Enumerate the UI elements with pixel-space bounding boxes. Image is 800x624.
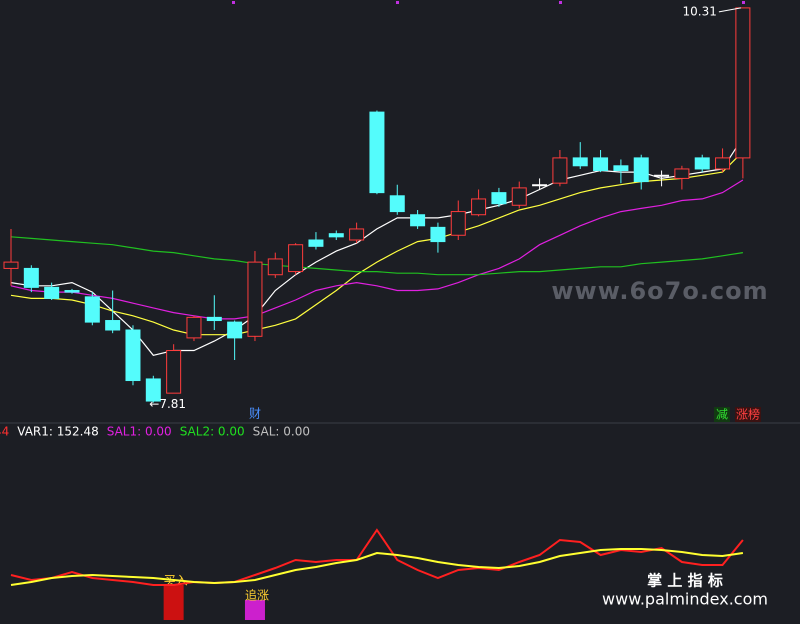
legend-entry: SAL2: 0.00 <box>180 425 245 439</box>
finance-mark: 财 <box>249 407 261 421</box>
signal-bar <box>244 600 265 620</box>
high-pointer <box>718 7 741 13</box>
candle-body <box>715 157 731 170</box>
indicator-line <box>10 548 744 586</box>
candle-body <box>532 184 548 187</box>
limit-up-mark: 涨榜 <box>736 407 760 422</box>
candle-body <box>511 187 527 206</box>
candle-body <box>328 233 344 238</box>
watermark: www.palmindex.com <box>602 590 768 609</box>
legend-entry: SAL1: 0.00 <box>107 425 172 439</box>
moving-average <box>10 179 744 320</box>
signal-label: 追涨 <box>245 588 269 603</box>
top-dots <box>232 1 745 4</box>
candle-body <box>389 195 405 213</box>
high-label: 10.31 <box>683 4 717 18</box>
limit-up-box <box>735 407 761 422</box>
candle-body <box>186 316 202 339</box>
candle-body <box>166 350 182 394</box>
candle-body <box>633 157 649 183</box>
signal-bar <box>163 585 184 620</box>
legend-entry: VAR1: 152.48 <box>17 425 98 439</box>
reduce-box <box>714 407 730 422</box>
candle-body <box>552 157 568 184</box>
candle-body <box>23 267 39 288</box>
candle-body <box>613 165 629 172</box>
candle-body <box>308 239 324 247</box>
candle-body <box>654 174 670 177</box>
candle-body <box>145 378 161 402</box>
candle-body <box>125 329 141 382</box>
legend-entry: 44 <box>0 425 9 439</box>
candle-body <box>694 157 710 170</box>
candle-body <box>44 286 60 299</box>
reduce-mark: 减 <box>716 408 728 422</box>
candle-body <box>349 228 365 241</box>
candle-body <box>84 296 100 323</box>
candle-body <box>593 157 609 172</box>
candle-body <box>735 7 751 159</box>
low-label: ←7.81 <box>149 397 186 411</box>
candle-body <box>288 244 304 273</box>
candle-body <box>491 192 507 205</box>
moving-average <box>10 151 744 336</box>
candle-body <box>3 261 19 269</box>
watermark: 掌 上 指 标 <box>647 572 723 590</box>
candle-body <box>471 198 487 216</box>
candle-body <box>369 111 385 194</box>
candle-body <box>674 168 690 179</box>
candle-body <box>572 157 588 167</box>
legend-entry: SAL: 0.00 <box>253 425 310 439</box>
candle-body <box>410 214 426 227</box>
candle-body <box>206 316 222 322</box>
candle-body <box>430 226 446 243</box>
moving-average <box>10 236 743 276</box>
candle-body <box>450 211 466 236</box>
candle-body <box>64 290 80 293</box>
candle-body <box>227 321 243 339</box>
candle-body <box>105 320 121 331</box>
candle-body <box>247 261 263 337</box>
watermark: www.6o7o.com <box>551 277 768 305</box>
candle-body <box>267 258 283 276</box>
